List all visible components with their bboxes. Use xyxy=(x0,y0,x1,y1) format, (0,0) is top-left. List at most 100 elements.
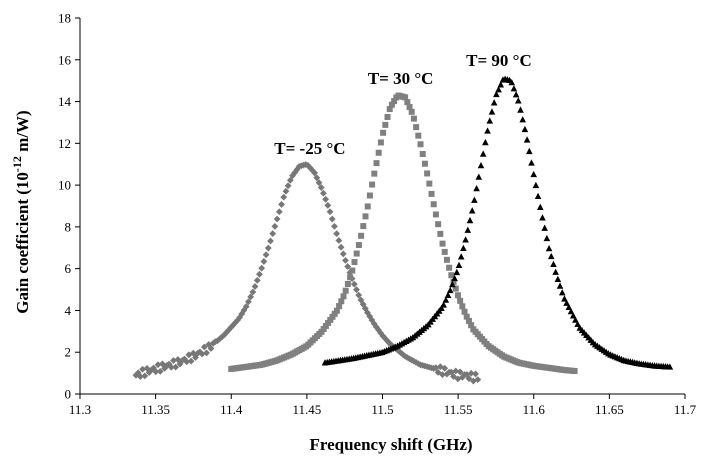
data-point xyxy=(222,329,230,336)
data-point xyxy=(467,369,475,377)
temperature-label: T= -25 °C xyxy=(274,139,345,158)
y-tick-label: 12 xyxy=(58,136,71,151)
x-tick-label: 11.5 xyxy=(371,402,393,417)
y-axis-ticks: 0 2 4 6 8 10 12 14 16 18 xyxy=(58,11,80,402)
data-point xyxy=(443,256,450,263)
data-point xyxy=(459,303,466,310)
data-point xyxy=(172,363,180,371)
series-square xyxy=(228,92,578,375)
x-axis-title: Frequency shift (GHz) xyxy=(309,435,472,454)
y-tick-label: 16 xyxy=(58,52,72,67)
data-point xyxy=(156,367,164,375)
data-point xyxy=(364,203,371,210)
data-point xyxy=(366,192,373,199)
data-point xyxy=(437,230,444,237)
data-point xyxy=(278,201,285,208)
x-tick-label: 11.55 xyxy=(444,402,473,417)
data-point xyxy=(466,216,474,224)
data-point xyxy=(508,79,516,86)
temperature-label: T= 90 °C xyxy=(466,51,532,70)
data-point xyxy=(465,375,473,382)
data-point xyxy=(461,308,468,315)
data-point xyxy=(147,366,155,374)
data-point xyxy=(439,371,446,379)
data-point xyxy=(515,97,522,104)
data-point xyxy=(406,103,413,110)
data-point xyxy=(474,376,482,384)
data-point xyxy=(399,351,407,358)
data-point xyxy=(152,368,160,376)
data-point xyxy=(462,236,469,243)
data-point xyxy=(472,370,479,378)
data-point xyxy=(450,278,457,285)
data-point xyxy=(335,237,343,244)
data-point xyxy=(446,286,454,294)
data-point xyxy=(497,81,505,88)
data-point xyxy=(366,313,374,320)
data-point xyxy=(340,293,347,300)
data-point xyxy=(565,303,573,311)
data-point xyxy=(141,372,149,380)
data-point xyxy=(567,308,575,315)
data-point xyxy=(194,349,202,357)
series-triangle xyxy=(321,75,674,370)
y-tick-label: 18 xyxy=(58,11,71,26)
data-point xyxy=(401,352,409,360)
data-point xyxy=(315,179,323,187)
data-point xyxy=(353,286,360,294)
data-point xyxy=(380,129,387,136)
data-point xyxy=(391,98,398,105)
data-point xyxy=(308,166,316,174)
data-point xyxy=(167,363,175,371)
data-point xyxy=(331,222,338,230)
data-point xyxy=(471,196,478,203)
x-tick-label: 11.65 xyxy=(595,402,624,417)
y-tick-label: 0 xyxy=(65,387,72,402)
data-point xyxy=(413,124,420,131)
data-point xyxy=(227,324,235,332)
data-point xyxy=(264,244,272,252)
data-point xyxy=(262,251,270,259)
data-point xyxy=(242,303,250,310)
data-point xyxy=(572,316,579,323)
data-point xyxy=(408,108,415,115)
data-point xyxy=(541,224,548,231)
data-point xyxy=(311,169,318,177)
data-point xyxy=(463,313,470,320)
data-point xyxy=(333,307,340,314)
data-point xyxy=(344,263,352,270)
data-point xyxy=(457,297,464,304)
data-point xyxy=(247,293,255,301)
data-point xyxy=(532,181,540,189)
data-point xyxy=(139,365,146,373)
data-point xyxy=(430,201,437,208)
data-point xyxy=(143,364,151,372)
y-tick-label: 8 xyxy=(65,219,72,234)
data-point xyxy=(375,149,382,156)
data-point xyxy=(325,319,332,326)
data-point xyxy=(269,230,277,238)
data-point xyxy=(328,215,336,223)
data-point xyxy=(326,208,334,216)
data-point xyxy=(468,322,475,329)
data-point xyxy=(388,101,395,108)
data-point xyxy=(424,170,431,177)
data-point xyxy=(550,260,557,268)
data-point xyxy=(176,360,184,368)
data-point xyxy=(289,172,296,180)
data-point xyxy=(329,313,336,320)
data-point xyxy=(402,94,409,101)
data-point xyxy=(547,252,555,260)
data-point xyxy=(251,283,259,290)
data-point xyxy=(351,259,358,266)
data-point xyxy=(493,90,500,98)
data-point xyxy=(441,364,449,372)
data-point xyxy=(426,180,433,187)
data-point xyxy=(373,160,380,167)
data-point xyxy=(525,147,533,155)
data-point xyxy=(521,125,529,133)
y-axis-title-unit: m/W) xyxy=(13,110,32,156)
data-point xyxy=(404,99,411,106)
data-point xyxy=(353,250,360,257)
data-point xyxy=(165,360,173,368)
